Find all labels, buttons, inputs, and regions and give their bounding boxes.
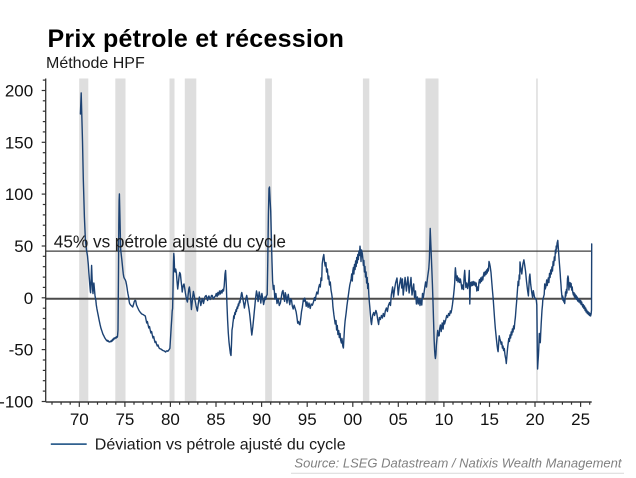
svg-text:50: 50 (14, 237, 33, 256)
svg-text:95: 95 (298, 410, 317, 429)
svg-text:90: 90 (252, 410, 271, 429)
svg-text:45% vs pétrole ajusté du cycle: 45% vs pétrole ajusté du cycle (54, 231, 286, 251)
svg-text:80: 80 (161, 410, 180, 429)
svg-text:100: 100 (5, 185, 33, 204)
svg-text:75: 75 (115, 410, 134, 429)
svg-text:0: 0 (24, 289, 33, 308)
svg-text:15: 15 (480, 410, 499, 429)
svg-text:85: 85 (207, 410, 226, 429)
svg-text:Déviation vs pétrole ajusté du: Déviation vs pétrole ajusté du cycle (95, 437, 346, 454)
svg-text:05: 05 (389, 410, 408, 429)
svg-text:25: 25 (571, 410, 590, 429)
svg-text:200: 200 (5, 82, 33, 101)
svg-text:Source: LSEG Datastream / Nati: Source: LSEG Datastream / Natixis Wealth… (294, 455, 622, 470)
svg-text:150: 150 (5, 133, 33, 152)
svg-text:20: 20 (526, 410, 545, 429)
svg-text:10: 10 (434, 410, 453, 429)
svg-text:-50: -50 (9, 341, 34, 360)
svg-text:70: 70 (70, 410, 89, 429)
svg-text:-100: -100 (0, 393, 33, 412)
svg-text:00: 00 (343, 410, 362, 429)
